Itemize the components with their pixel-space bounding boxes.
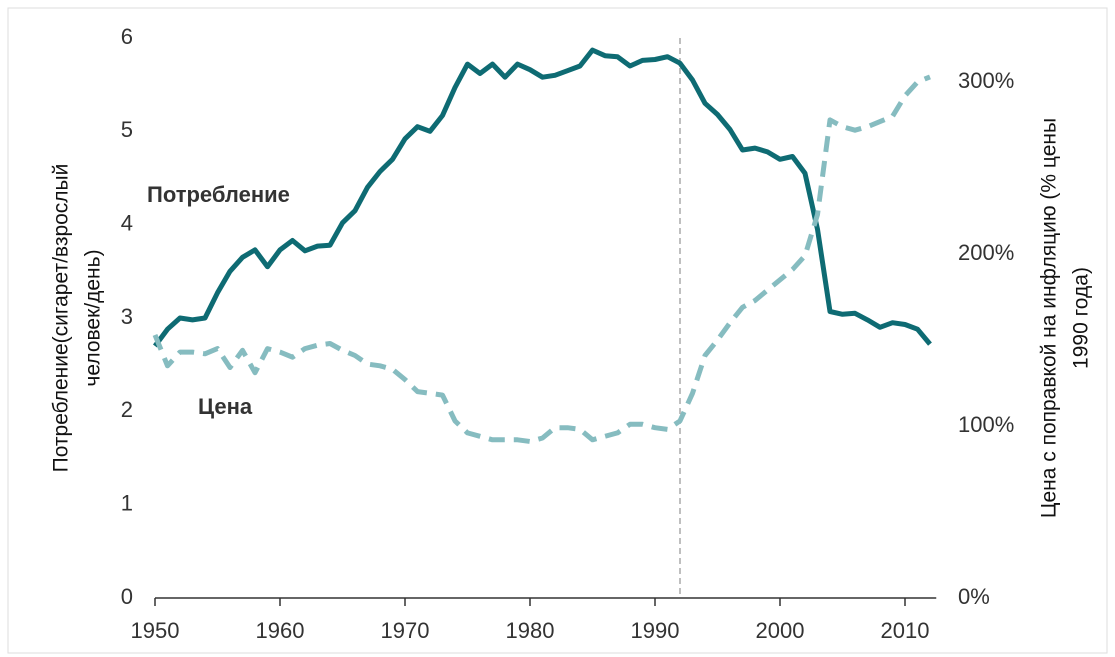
annotation: Цена xyxy=(198,394,253,419)
y-axis-label-line: Потребление(сигарет/взрослый xyxy=(50,164,73,473)
x-tick-label: 1990 xyxy=(631,618,680,643)
y2-axis-label: Цена с поправкой на инфляцию (% цены 1990… xyxy=(1038,118,1093,518)
x-tick-label: 1980 xyxy=(506,618,555,643)
y2-axis-label-line: 1990 года) xyxy=(1070,267,1093,369)
x-tick-label: 2000 xyxy=(756,618,805,643)
y-axis-label-line: человек/день) xyxy=(82,249,105,386)
y2-tick-label: 300% xyxy=(958,68,1014,93)
y2-tick-label: 200% xyxy=(958,240,1014,265)
y-tick-label: 2 xyxy=(121,397,133,422)
y2-axis-label-line: Цена с поправкой на инфляцию (% цены xyxy=(1038,118,1061,518)
y2-tick-label: 0% xyxy=(958,584,990,609)
x-tick-label: 2010 xyxy=(881,618,930,643)
y-tick-label: 1 xyxy=(121,490,133,515)
x-tick-label: 1960 xyxy=(256,618,305,643)
x-tick-label: 1970 xyxy=(381,618,430,643)
series-line xyxy=(152,47,932,348)
y2-tick-label: 100% xyxy=(958,412,1014,437)
x-tick-label: 1950 xyxy=(131,618,180,643)
y-tick-label: 3 xyxy=(121,304,133,329)
y-tick-label: 4 xyxy=(121,210,133,235)
annotation: Потребление xyxy=(147,182,290,207)
y-tick-label: 0 xyxy=(121,584,133,609)
y-tick-label: 5 xyxy=(121,117,133,142)
y-axis-label: Потребление(сигарет/взрослый человек/день… xyxy=(50,164,105,473)
series-line xyxy=(152,74,931,444)
frame xyxy=(7,7,1108,654)
y-tick-label: 6 xyxy=(121,24,133,49)
